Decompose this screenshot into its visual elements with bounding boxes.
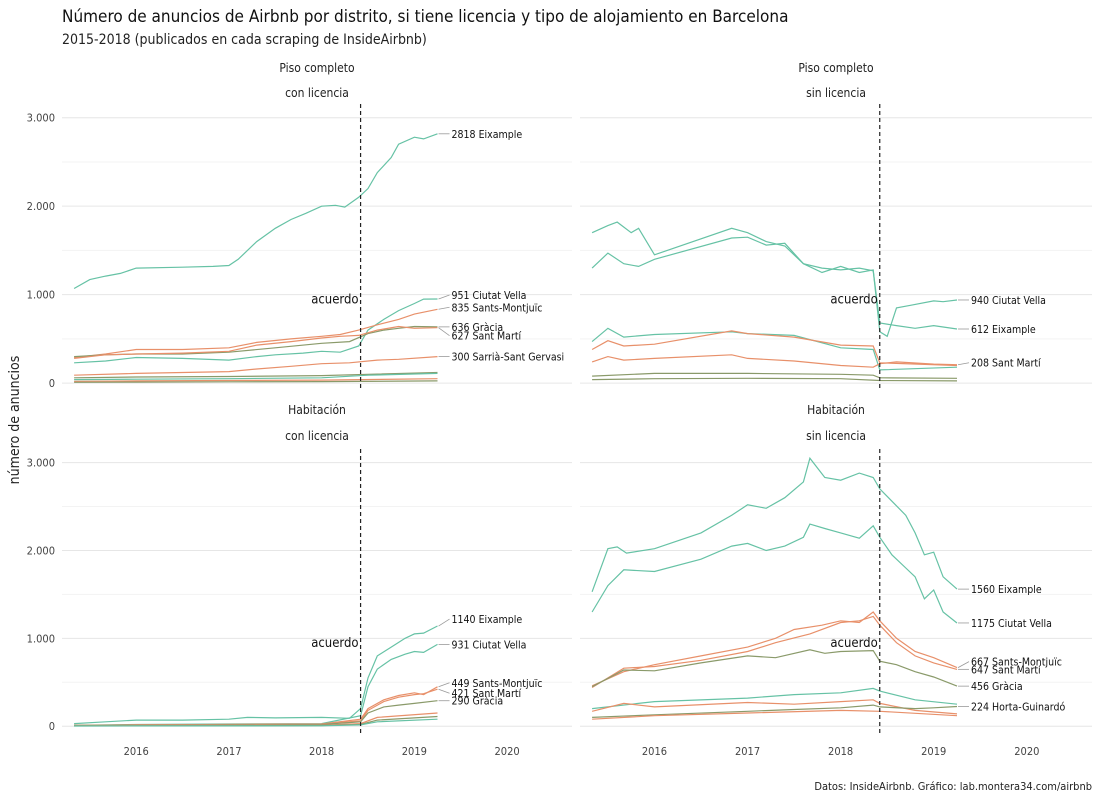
y-tick-label: 3.000 — [27, 112, 55, 125]
panel-strip-subtitle: con licencia — [285, 429, 349, 443]
x-tick-label: 2017 — [735, 745, 760, 758]
series-end-label: 612 Eixample — [971, 324, 1036, 336]
series-end-label: 456 Gràcia — [971, 681, 1023, 693]
agreement-label: acuerdo — [311, 636, 358, 651]
series-line — [591, 615, 958, 689]
series-line — [74, 356, 438, 376]
x-tick-label: 2016 — [124, 745, 149, 758]
series-line — [591, 456, 958, 593]
panel-strip-subtitle: con licencia — [285, 86, 349, 100]
panels: Piso completo con licencia 0 1.000 2.000 3.00… — [27, 61, 1092, 758]
x-tick-label: 2020 — [1014, 745, 1039, 758]
panel: Piso completo con licencia 0 1.000 2.000 3.00… — [27, 61, 572, 390]
series-end-label: 627 Sant Martí — [452, 331, 522, 343]
y-tick-label: 3.000 — [27, 457, 55, 470]
series-end-label: 951 Ciutat Vella — [452, 290, 527, 302]
series-line — [592, 687, 958, 710]
panel-strip-title: Habitación — [807, 403, 865, 417]
panel-strip-title: Piso completo — [798, 61, 874, 75]
series-line — [591, 611, 958, 687]
series-line — [591, 330, 958, 367]
series-end-label: 300 Sarrià-Sant Gervasi — [452, 352, 565, 364]
series-line — [73, 133, 438, 290]
series-line — [74, 298, 438, 364]
series-line — [74, 643, 438, 726]
series-line — [74, 372, 438, 381]
panel: Piso completo sin licencia 940 Ciutat Vell… — [580, 61, 1092, 390]
y-tick-label: 1.000 — [27, 632, 55, 645]
series-end-label: 636 Gràcia — [452, 322, 504, 334]
series-end-label: 647 Sant Martí — [971, 664, 1041, 676]
series-end-label: 1140 Eixample — [452, 614, 523, 626]
series-end-label: 1560 Eixample — [971, 584, 1042, 596]
series-line — [592, 709, 958, 720]
series-line — [74, 325, 438, 358]
panel-strip-title: Piso completo — [279, 61, 355, 75]
series-end-label: 449 Sants-Montjuïc — [452, 678, 543, 690]
y-tick-label: 2.000 — [27, 200, 55, 213]
series-line — [74, 718, 438, 727]
x-tick-label: 2017 — [216, 745, 241, 758]
series-line — [591, 523, 958, 624]
label-leader-line — [438, 306, 450, 310]
series-end-label: 667 Sants-Montjuïc — [971, 657, 1062, 669]
series-end-label: 421 Sant Martí — [452, 688, 522, 700]
panel: Habitación sin licencia 2016 2017 2018 2019 20… — [580, 403, 1092, 758]
agreement-label: acuerdo — [311, 293, 358, 308]
label-leader-line — [438, 618, 450, 627]
series-line — [591, 236, 958, 330]
x-tick-label: 2018 — [828, 745, 853, 758]
y-axis-label: número de anuncios — [7, 356, 23, 485]
y-tick-label: 2.000 — [27, 544, 55, 557]
panel-strip-subtitle: sin licencia — [806, 86, 866, 100]
series-line — [591, 649, 958, 688]
label-leader-line — [438, 327, 450, 336]
series-line — [74, 625, 438, 725]
x-tick-label: 2020 — [494, 745, 519, 758]
x-tick-label: 2019 — [921, 745, 946, 758]
label-leader-line — [438, 688, 450, 694]
series-end-label: 208 Sant Martí — [971, 358, 1041, 370]
series-line — [592, 704, 958, 718]
chart-subtitle: 2015-2018 (publicados en cada scraping d… — [62, 32, 427, 48]
series-line — [591, 699, 958, 715]
chart-caption: Datos: InsideAirbnb. Gráfico: lab.monter… — [814, 780, 1092, 793]
series-line — [591, 221, 958, 338]
x-tick-label: 2018 — [309, 745, 334, 758]
panel-strip-subtitle: sin licencia — [806, 429, 866, 443]
series-line — [74, 371, 438, 379]
series-line — [74, 308, 438, 359]
series-end-label: 224 Horta-Guinardó — [971, 702, 1065, 714]
label-leader-line — [438, 682, 450, 688]
y-tick-label: 1.000 — [27, 289, 55, 302]
x-tick-label: 2016 — [642, 745, 667, 758]
series-line — [74, 325, 438, 359]
series-end-label: 290 Gràcia — [452, 696, 504, 708]
x-tick-label: 2019 — [402, 745, 427, 758]
panel-strip-title: Habitación — [288, 403, 346, 417]
series-end-label: 940 Ciutat Vella — [971, 295, 1046, 307]
y-tick-label: 0 — [49, 377, 55, 390]
series-end-label: 931 Ciutat Vella — [452, 639, 527, 651]
series-line — [591, 354, 958, 368]
agreement-label: acuerdo — [830, 293, 877, 308]
label-leader-line — [957, 362, 970, 366]
agreement-label: acuerdo — [830, 636, 877, 651]
y-tick-label: 0 — [49, 720, 55, 733]
panel: Habitación con licencia 0 1.000 2.000 3.000 20… — [27, 403, 572, 758]
label-leader-line — [438, 294, 450, 300]
series-line — [74, 380, 438, 383]
chart-title: Número de anuncios de Airbnb por distrit… — [62, 7, 788, 27]
label-leader-line — [957, 661, 970, 668]
series-end-label: 2818 Eixample — [452, 129, 523, 141]
series-line — [592, 377, 958, 382]
series-line — [592, 372, 958, 379]
series-end-label: 835 Sants-Montjuïc — [452, 302, 543, 314]
series-end-label: 1175 Ciutat Vella — [971, 618, 1052, 630]
